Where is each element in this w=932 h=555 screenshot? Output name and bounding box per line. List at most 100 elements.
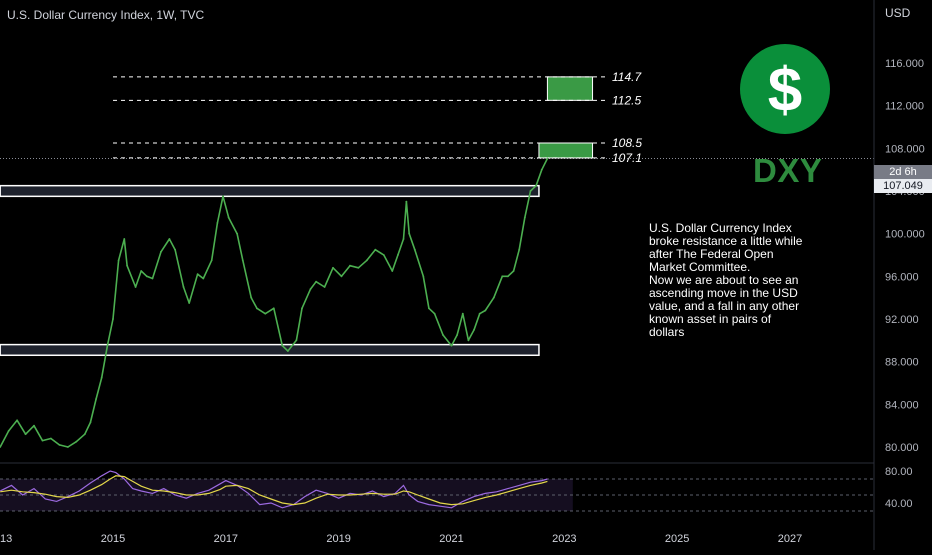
price-point (272, 307, 275, 310)
price-point (309, 288, 312, 291)
price-point (535, 184, 538, 187)
price-point (168, 238, 171, 240)
price-point (461, 312, 464, 315)
price-point (492, 296, 495, 299)
currency-label[interactable]: USD (885, 6, 911, 20)
time-tick-label: 2025 (665, 533, 689, 545)
price-level-label: 107.1 (612, 151, 642, 165)
analysis-note: U.S. Dollar Currency Index broke resista… (649, 221, 803, 339)
price-point (24, 433, 27, 436)
price-point (83, 433, 86, 436)
price-point (374, 248, 377, 251)
price-point (478, 312, 481, 315)
price-point (518, 248, 521, 251)
price-point (106, 344, 109, 347)
price-point (512, 270, 515, 272)
price-point (281, 344, 284, 347)
rsi-band (0, 479, 573, 511)
price-tick-label: 100.000 (885, 229, 925, 241)
price-level-label: 112.5 (612, 93, 641, 107)
price-series-line[interactable] (0, 158, 549, 448)
price-point (145, 275, 148, 278)
price-point (301, 307, 303, 310)
price-tick-label: 84.000 (885, 399, 919, 411)
price-point (382, 254, 385, 256)
price-point (433, 312, 436, 315)
price-point (216, 222, 219, 224)
resistance-zone[interactable] (0, 184, 540, 198)
price-tick-label: 116.000 (885, 58, 924, 70)
price-point (507, 275, 509, 278)
price-point (473, 328, 475, 331)
time-tick-label: 2027 (778, 533, 802, 545)
price-point (408, 232, 411, 235)
time-tick-label: 2015 (101, 533, 125, 545)
price-point (405, 200, 408, 203)
price-point (523, 216, 526, 219)
time-tick-label: 2019 (326, 533, 350, 545)
price-point (413, 248, 416, 251)
price-point (188, 302, 191, 304)
price-tick-label: 96.000 (885, 271, 919, 283)
price-point (202, 277, 205, 280)
price-point (75, 440, 78, 443)
price-tick-label: 112.000 (885, 101, 924, 113)
price-point (41, 439, 44, 442)
price-point (117, 259, 120, 262)
price-point (100, 376, 103, 379)
price-point (222, 195, 224, 198)
rsi-line[interactable] (0, 470, 548, 509)
support-zone[interactable] (0, 343, 540, 357)
price-point (365, 259, 368, 262)
price-point (402, 238, 405, 240)
price-tick-label: 108.000 (885, 143, 925, 155)
time-tick-label: 2017 (214, 533, 238, 545)
price-point (250, 296, 253, 299)
price-point (397, 254, 399, 256)
price-point (160, 250, 162, 253)
price-point (332, 266, 334, 269)
time-tick-label: 2023 (552, 533, 576, 545)
price-point (134, 286, 137, 288)
rsi-ma-line[interactable] (0, 475, 548, 506)
lower-target-box[interactable] (538, 142, 594, 159)
price-point (255, 307, 258, 310)
price-point (236, 232, 239, 235)
price-level-label: 114.7 (612, 70, 642, 84)
price-point (151, 277, 154, 280)
price-point (174, 248, 176, 251)
price-point (7, 430, 10, 432)
price-point (349, 264, 351, 267)
price-tick-label: 88.000 (885, 357, 919, 369)
price-point (227, 216, 230, 219)
price-point (182, 286, 185, 288)
price-point (140, 270, 143, 272)
price-point (357, 266, 360, 269)
price-point (16, 419, 18, 422)
price-point (50, 437, 52, 440)
price-point (241, 259, 244, 262)
price-point (391, 270, 394, 272)
upper-target-box[interactable] (546, 76, 594, 101)
bar-countdown-tag: 2d 6h (874, 165, 932, 179)
price-point (66, 446, 69, 448)
price-point (196, 273, 199, 276)
price-level-label: 108.5 (612, 136, 642, 150)
price-point (0, 446, 2, 448)
rsi-tick-label: 80.00 (885, 466, 913, 478)
price-point (442, 334, 444, 336)
dollar-logo-icon (740, 44, 830, 134)
price-point (501, 275, 504, 278)
price-point (123, 238, 126, 240)
price-point (112, 318, 114, 320)
price-point (484, 309, 487, 312)
price-point (95, 398, 97, 400)
price-point (340, 275, 343, 278)
dxy-label: DXY (753, 152, 823, 189)
price-point (210, 259, 213, 262)
symbol-title[interactable]: U.S. Dollar Currency Index, 1W, TVC (7, 8, 205, 22)
price-point (546, 157, 549, 160)
price-point (422, 275, 425, 278)
